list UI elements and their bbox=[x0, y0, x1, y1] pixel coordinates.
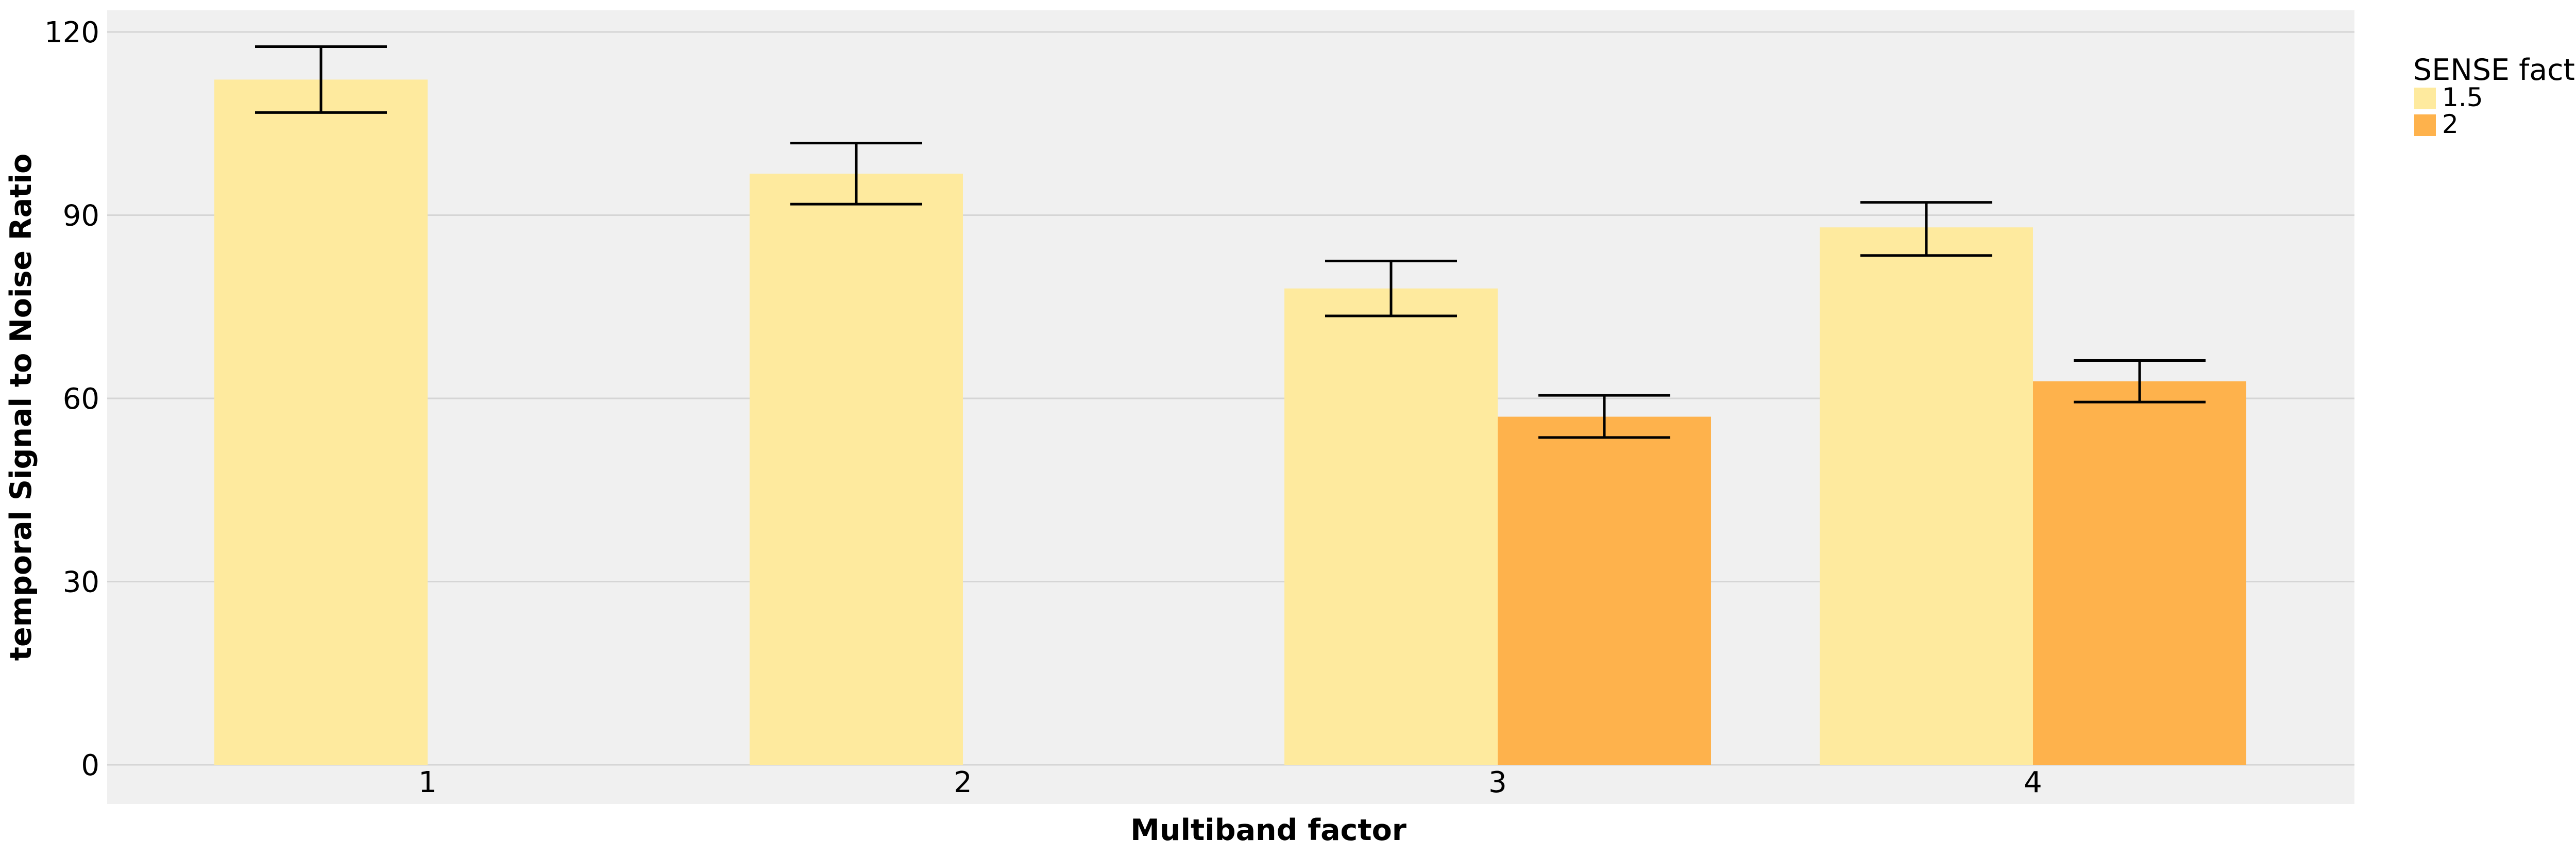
error-bar bbox=[1538, 394, 1670, 439]
bar bbox=[2033, 381, 2246, 765]
y-tick-label: 120 bbox=[44, 16, 99, 49]
error-bars bbox=[255, 45, 2206, 439]
legend-items: 1.52 bbox=[2414, 82, 2483, 139]
x-tick-label: 2 bbox=[954, 766, 972, 799]
bars bbox=[214, 79, 2246, 765]
x-tick-label: 3 bbox=[1488, 766, 1507, 799]
x-tick-label: 1 bbox=[418, 766, 437, 799]
legend-label: 2 bbox=[2442, 109, 2459, 139]
legend-swatch bbox=[2414, 88, 2436, 109]
x-tick-label: 4 bbox=[2024, 766, 2042, 799]
error-bar bbox=[255, 45, 387, 114]
bar bbox=[1284, 288, 1498, 765]
bar bbox=[1820, 227, 2033, 765]
legend-label: 1.5 bbox=[2442, 82, 2483, 112]
bar bbox=[1498, 416, 1711, 765]
y-tick-label: 30 bbox=[63, 566, 99, 599]
error-bar bbox=[2074, 359, 2206, 404]
legend-title: SENSE factor bbox=[2413, 53, 2576, 87]
error-bar bbox=[790, 142, 922, 206]
y-axis-title: temporal Signal to Noise Ratio bbox=[4, 154, 38, 661]
legend-swatch bbox=[2414, 114, 2436, 136]
y-axis-ticks: 0 30 60 90 120 bbox=[44, 16, 99, 782]
error-bar bbox=[1325, 259, 1457, 317]
y-tick-label: 0 bbox=[81, 749, 99, 782]
legend: SENSE factor 1.52 bbox=[2413, 53, 2576, 139]
y-tick-label: 60 bbox=[63, 382, 99, 416]
x-axis-ticks: 1 2 3 4 bbox=[418, 766, 2042, 799]
error-bar bbox=[1860, 201, 1992, 257]
y-tick-label: 90 bbox=[63, 199, 99, 233]
bar bbox=[750, 173, 963, 765]
x-axis-title: Multiband factor bbox=[1130, 813, 1406, 847]
bar bbox=[214, 79, 428, 765]
